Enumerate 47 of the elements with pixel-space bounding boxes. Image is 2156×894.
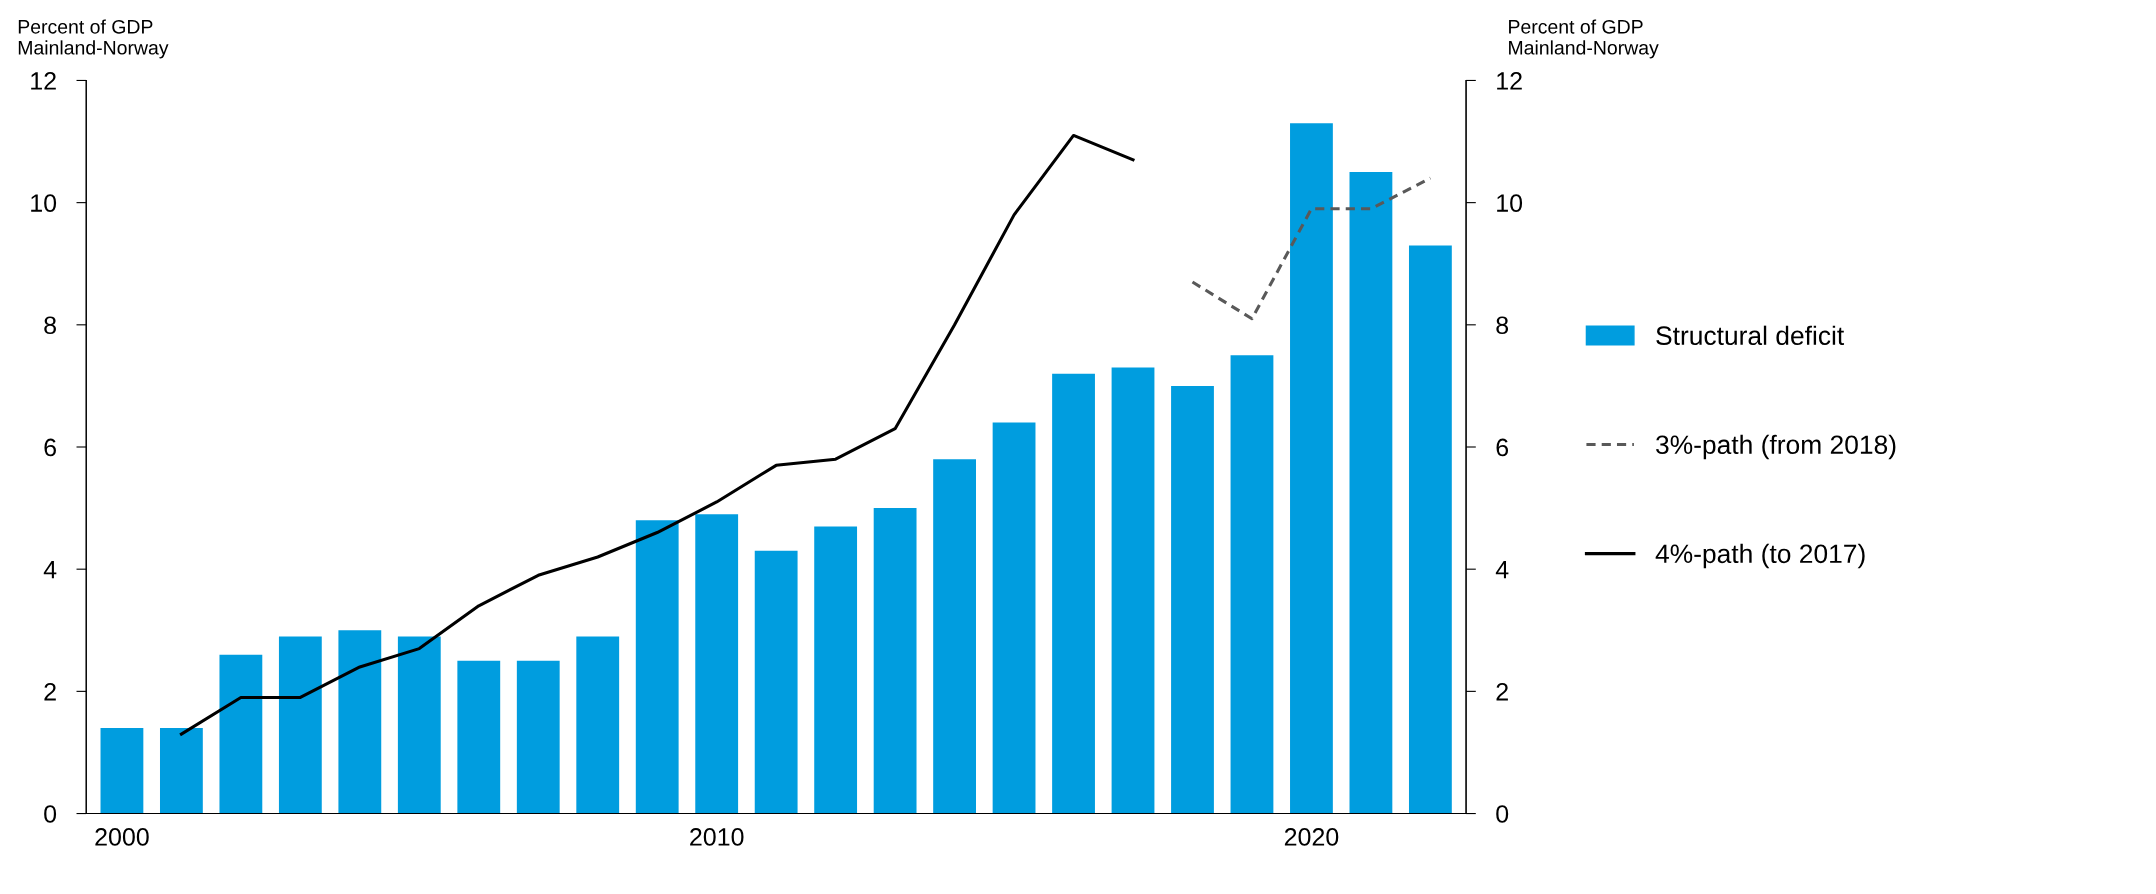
bar: [1408, 245, 1452, 814]
x-tick-label: 2000: [95, 828, 149, 846]
y-tick-label: 2: [44, 682, 56, 701]
bar: [338, 630, 382, 814]
bar: [278, 636, 322, 814]
bar: [516, 660, 560, 814]
bar: [754, 550, 798, 814]
y-tick-label: 8: [44, 316, 56, 335]
bar: [1349, 172, 1393, 814]
bar: [100, 728, 144, 814]
y2-tick-label: 0: [1496, 805, 1509, 823]
y2-tick-label: 8: [1496, 316, 1509, 335]
bar: [397, 636, 441, 814]
bar: [635, 520, 679, 814]
bar: [1111, 367, 1155, 814]
bar: [1290, 123, 1333, 814]
y2-tick-label: 12: [1497, 72, 1522, 90]
y2-axis-title: Percent of GDP Mainland-Norway: [1509, 19, 1659, 59]
y2-tick-label: 6: [1496, 438, 1509, 457]
legend-label: 3%-path (from 2018): [1656, 434, 1896, 460]
y2-tick-label: 2: [1496, 682, 1508, 701]
bar: [873, 508, 917, 814]
y-tick-label: 10: [31, 194, 57, 212]
bar: [457, 660, 501, 814]
legend-label: Structural deficit: [1656, 325, 1845, 346]
line-series: [1190, 176, 1432, 321]
bar: [219, 654, 263, 814]
y2-tick-label: 4: [1495, 561, 1509, 579]
y-tick-label: 4: [43, 561, 57, 579]
bar: [992, 422, 1036, 814]
bar: [1171, 385, 1214, 814]
bar: [933, 459, 976, 814]
bar: [576, 636, 620, 814]
y-tick-label: 6: [44, 438, 56, 457]
bar: [1052, 373, 1095, 814]
y-tick-label: 12: [31, 72, 56, 90]
bar: [159, 728, 203, 814]
bar: [814, 526, 858, 814]
bar: [695, 514, 739, 814]
y-tick-label: 0: [44, 805, 57, 823]
x-tick-label: 2020: [1284, 828, 1339, 846]
legend-label: 4%-path (to 2017): [1655, 543, 1865, 569]
y2-tick-label: 10: [1497, 194, 1523, 212]
bar: [1230, 355, 1274, 814]
y-axis-title: Percent of GDP Mainland-Norway: [18, 19, 169, 59]
line-series: [179, 133, 1135, 736]
x-tick-label: 2010: [690, 828, 744, 846]
